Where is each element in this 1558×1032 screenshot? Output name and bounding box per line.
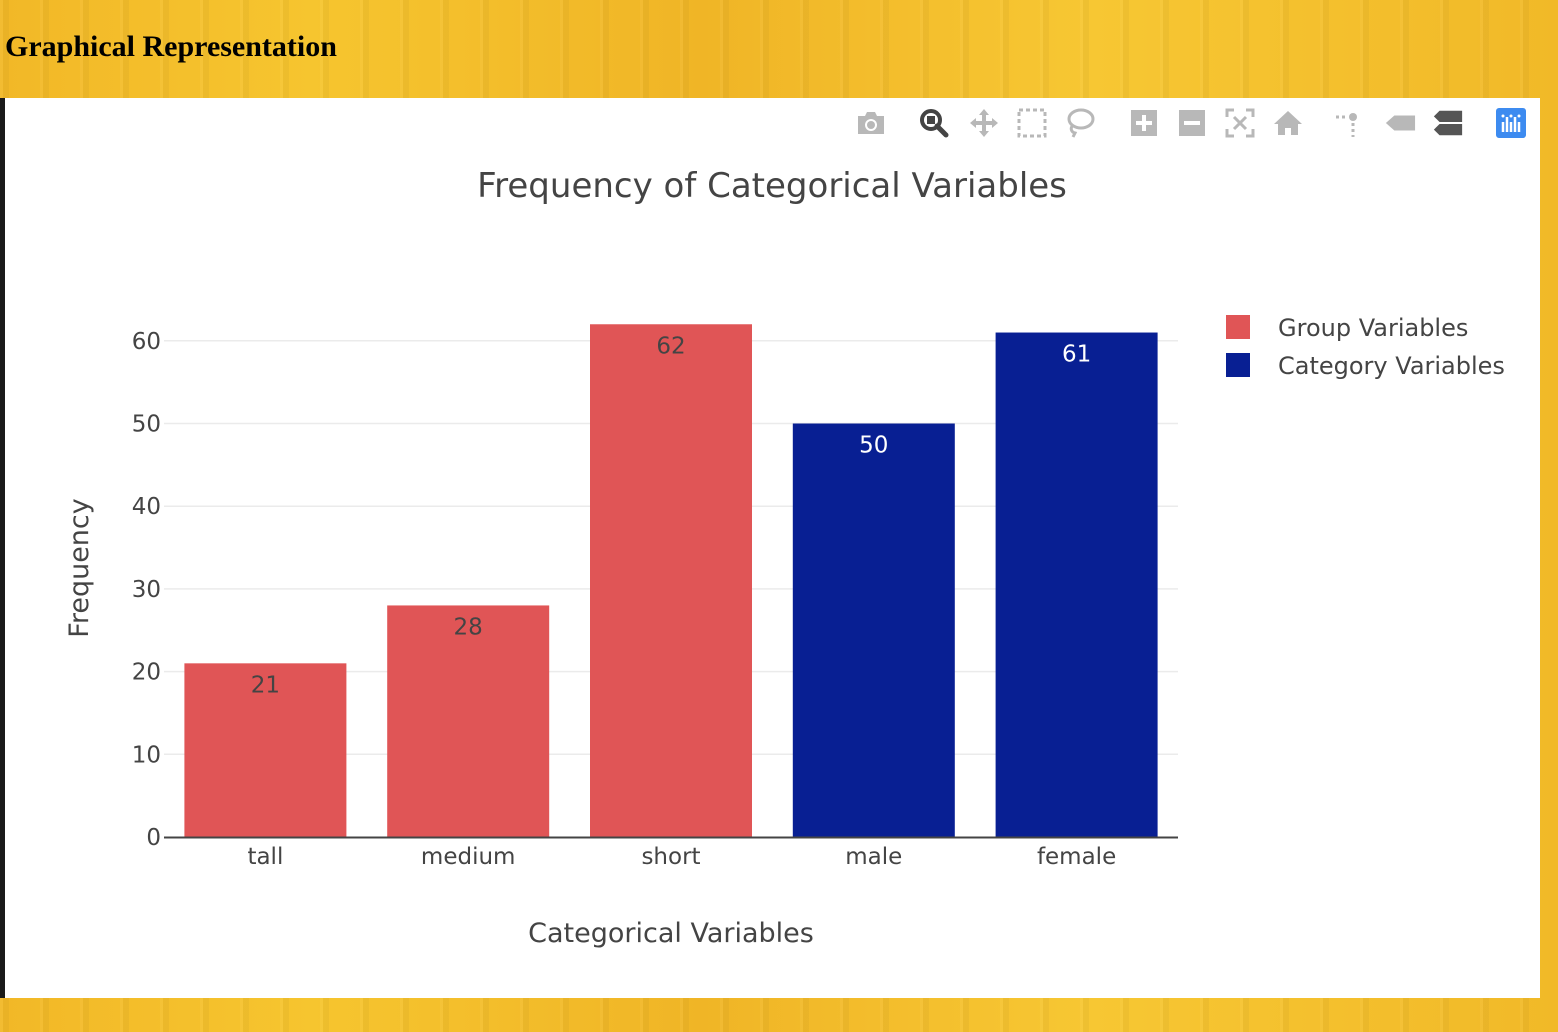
y-tick-label: 50 bbox=[132, 412, 161, 438]
plotly-logo-icon[interactable] bbox=[1495, 107, 1527, 139]
camera-icon[interactable] bbox=[855, 107, 887, 139]
y-tick-label: 40 bbox=[132, 494, 161, 520]
hover-closest-icon[interactable] bbox=[1384, 107, 1416, 139]
zoom-out-icon[interactable] bbox=[1176, 107, 1208, 139]
toggle-spike-lines-icon[interactable] bbox=[1334, 107, 1366, 139]
bar-medium[interactable] bbox=[387, 605, 550, 837]
bar-value-label: 61 bbox=[1062, 342, 1091, 368]
bar-value-label: 50 bbox=[859, 433, 888, 459]
reset-axes-icon[interactable] bbox=[1272, 107, 1304, 139]
bar-value-label: 62 bbox=[656, 333, 685, 359]
bar-tall[interactable] bbox=[184, 663, 347, 837]
y-tick-label: 10 bbox=[132, 742, 161, 768]
bar-male[interactable] bbox=[792, 423, 955, 838]
y-tick-label: 60 bbox=[132, 329, 161, 355]
left-edge bbox=[0, 98, 5, 998]
x-axis-title: Categorical Variables bbox=[528, 918, 814, 949]
bar-value-label: 28 bbox=[454, 614, 483, 640]
x-axis-ticks: tall medium short male female bbox=[247, 844, 1116, 870]
y-tick-label: 30 bbox=[132, 577, 161, 603]
lasso-select-icon[interactable] bbox=[1064, 107, 1096, 139]
bar-value-label: 21 bbox=[251, 672, 280, 698]
legend-item[interactable]: Group Variables bbox=[1226, 314, 1468, 342]
legend[interactable]: Group Variables Category Variables bbox=[1226, 314, 1505, 380]
y-axis-ticks: 0 10 20 30 40 50 60 bbox=[132, 329, 161, 851]
x-tick-label: tall bbox=[247, 844, 283, 870]
pan-icon[interactable] bbox=[968, 107, 1000, 139]
x-tick-label: short bbox=[641, 844, 700, 870]
bars bbox=[184, 324, 1158, 838]
legend-label: Category Variables bbox=[1278, 352, 1505, 380]
page-title: Graphical Representation bbox=[5, 30, 337, 63]
chart-title: Frequency of Categorical Variables bbox=[477, 166, 1067, 206]
hover-compare-icon[interactable] bbox=[1432, 107, 1464, 139]
bar-female[interactable] bbox=[995, 332, 1158, 837]
legend-swatch bbox=[1226, 353, 1250, 377]
legend-item[interactable]: Category Variables bbox=[1226, 352, 1505, 380]
box-select-icon[interactable] bbox=[1016, 107, 1048, 139]
x-tick-label: male bbox=[845, 844, 902, 870]
bar-labels: 21 28 62 50 61 bbox=[251, 333, 1091, 698]
autoscale-icon[interactable] bbox=[1224, 107, 1256, 139]
legend-swatch bbox=[1226, 315, 1250, 339]
bar-short[interactable] bbox=[590, 324, 752, 837]
x-tick-label: female bbox=[1037, 844, 1116, 870]
zoom-icon[interactable] bbox=[918, 107, 950, 139]
y-tick-label: 0 bbox=[146, 825, 161, 851]
legend-label: Group Variables bbox=[1278, 314, 1468, 342]
zoom-in-icon[interactable] bbox=[1128, 107, 1160, 139]
y-tick-label: 20 bbox=[132, 660, 161, 686]
chart-panel bbox=[5, 98, 1540, 998]
y-axis-title: Frequency bbox=[64, 498, 95, 638]
modebar bbox=[850, 107, 1530, 139]
x-tick-label: medium bbox=[421, 844, 516, 870]
